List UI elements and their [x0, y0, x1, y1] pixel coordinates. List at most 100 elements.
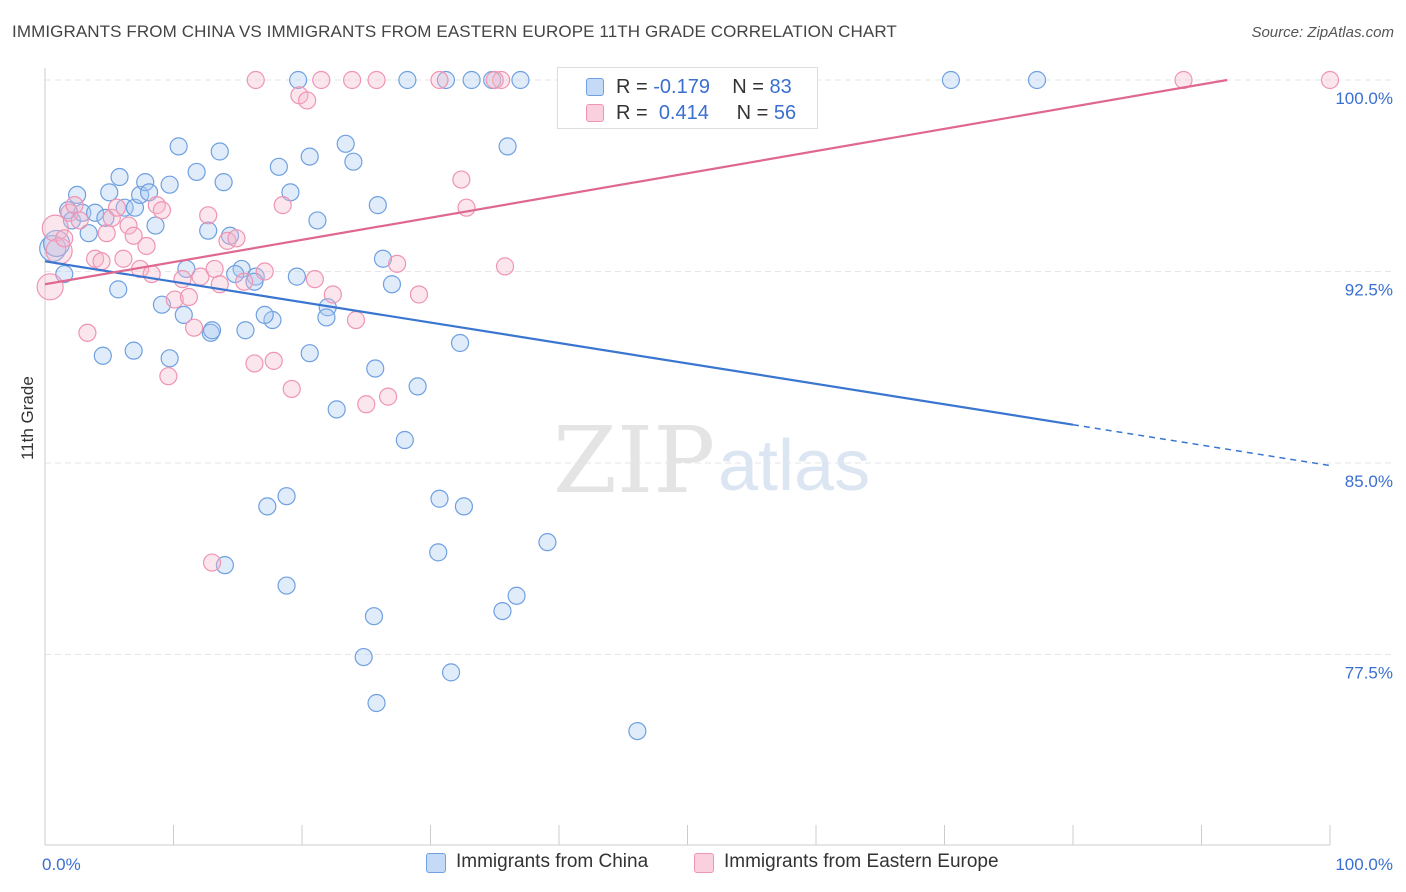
eastern-europe-point [202, 553, 222, 572]
china-point [136, 173, 155, 192]
china-point [436, 70, 456, 90]
china-point [96, 208, 115, 227]
eastern-europe-point [387, 254, 407, 273]
china-point [366, 359, 385, 378]
series-legend: Immigrants from China Immigrants from Ea… [0, 851, 1406, 877]
eastern-europe-point [298, 91, 317, 110]
watermark-zip: ZIP [553, 407, 715, 514]
china-trend-extension [1072, 423, 1331, 467]
eastern-europe-point [409, 285, 429, 304]
eastern-europe-point [137, 236, 156, 256]
y-tick-label: 85.0% [1345, 472, 1393, 491]
eastern-europe-trend-line [44, 78, 1228, 286]
eastern-europe-swatch [586, 104, 604, 122]
china-point [308, 211, 327, 230]
eastern-europe-point [430, 70, 449, 90]
eastern-europe-point [65, 196, 84, 215]
eastern-europe-point [227, 229, 246, 248]
china-point [493, 601, 512, 621]
china-point [79, 224, 98, 243]
eastern-europe-point [357, 395, 376, 414]
x-tick-label-start: 0.0% [42, 855, 81, 874]
china-r-label: R = [616, 76, 654, 98]
eastern-europe-point [1320, 70, 1340, 90]
eastern-europe-point [235, 272, 254, 291]
y-tick-label: 92.5% [1345, 281, 1393, 300]
eastern-europe-point [282, 379, 301, 399]
eastern-europe-point [312, 70, 331, 90]
china-point [86, 203, 105, 222]
eastern-europe-point [367, 70, 386, 90]
china-points [39, 70, 1047, 741]
eastern-europe-point [55, 229, 74, 248]
china-point [382, 275, 402, 294]
china-point [187, 162, 206, 182]
eastern-europe-point [97, 224, 116, 243]
china-r-value: -0.179 [653, 76, 710, 98]
china-point [450, 333, 470, 353]
china-point [462, 70, 481, 90]
china-point [538, 533, 557, 552]
eastern-europe-point [255, 262, 274, 281]
china-point [109, 280, 128, 299]
eastern-europe-point [264, 351, 283, 370]
tick-labels: 100.0% 92.5% 85.0% 77.5% 0.0% 100.0% [42, 89, 1393, 874]
china-point [110, 167, 129, 187]
x-tick-label-end: 100.0% [1335, 855, 1393, 874]
china-point [124, 341, 143, 360]
china-point [277, 487, 296, 506]
eastern-europe-point [323, 285, 342, 304]
eastern-europe-point [273, 196, 292, 215]
eastern-europe-point [36, 273, 64, 301]
watermark-atlas: atlas [718, 426, 870, 506]
china-point [174, 305, 193, 325]
china-point [498, 137, 517, 156]
eastern-europe-point [378, 387, 398, 406]
china-point [160, 349, 179, 368]
china-point [367, 693, 386, 713]
eastern-europe-point [70, 211, 89, 230]
eastern-europe-point [343, 70, 362, 90]
correlation-legend: R = -0.179 N = 83 R = 0.414 N = 56 [557, 67, 818, 129]
eastern-europe-point [184, 318, 204, 337]
china-point [115, 198, 134, 217]
eastern-europe-point [452, 170, 471, 189]
china-point [941, 70, 961, 90]
eastern-n-label: N = [736, 102, 774, 124]
eastern-europe-point [205, 259, 224, 279]
china-point [344, 152, 363, 171]
eastern-europe-point [114, 249, 133, 268]
chart-source: Source: ZipAtlas.com [1251, 24, 1394, 41]
china-trend-line [44, 260, 1074, 426]
china-point [300, 147, 319, 166]
china-point [300, 344, 319, 363]
china-point [364, 607, 384, 626]
legend-eastern-swatch [694, 853, 714, 873]
china-point [511, 70, 530, 90]
eastern-europe-point [457, 198, 476, 217]
china-n-value: 83 [769, 76, 792, 98]
china-point [430, 489, 449, 508]
eastern-europe-point [346, 310, 366, 330]
eastern-europe-point [305, 270, 324, 289]
eastern-europe-point [107, 198, 127, 217]
eastern-europe-point [492, 70, 511, 90]
china-point [93, 346, 112, 365]
china-point [1027, 70, 1047, 90]
eastern-europe-point [485, 70, 504, 90]
axes [44, 68, 1331, 846]
china-point [289, 70, 308, 90]
legend-china-swatch [426, 853, 446, 873]
legend-china-label: Immigrants from China [456, 851, 649, 872]
eastern-europe-point [124, 226, 143, 245]
china-point [210, 142, 229, 161]
eastern-r-value: 0.414 [658, 102, 709, 124]
china-point [202, 321, 222, 340]
y-tick-label: 100.0% [1335, 89, 1393, 108]
legend-eastern-label: Immigrants from Eastern Europe [724, 851, 999, 872]
china-point [258, 497, 277, 516]
eastern-europe-point [245, 354, 264, 373]
china-point [507, 586, 526, 605]
china-point [317, 308, 336, 327]
eastern-r-label: R = [616, 102, 654, 124]
